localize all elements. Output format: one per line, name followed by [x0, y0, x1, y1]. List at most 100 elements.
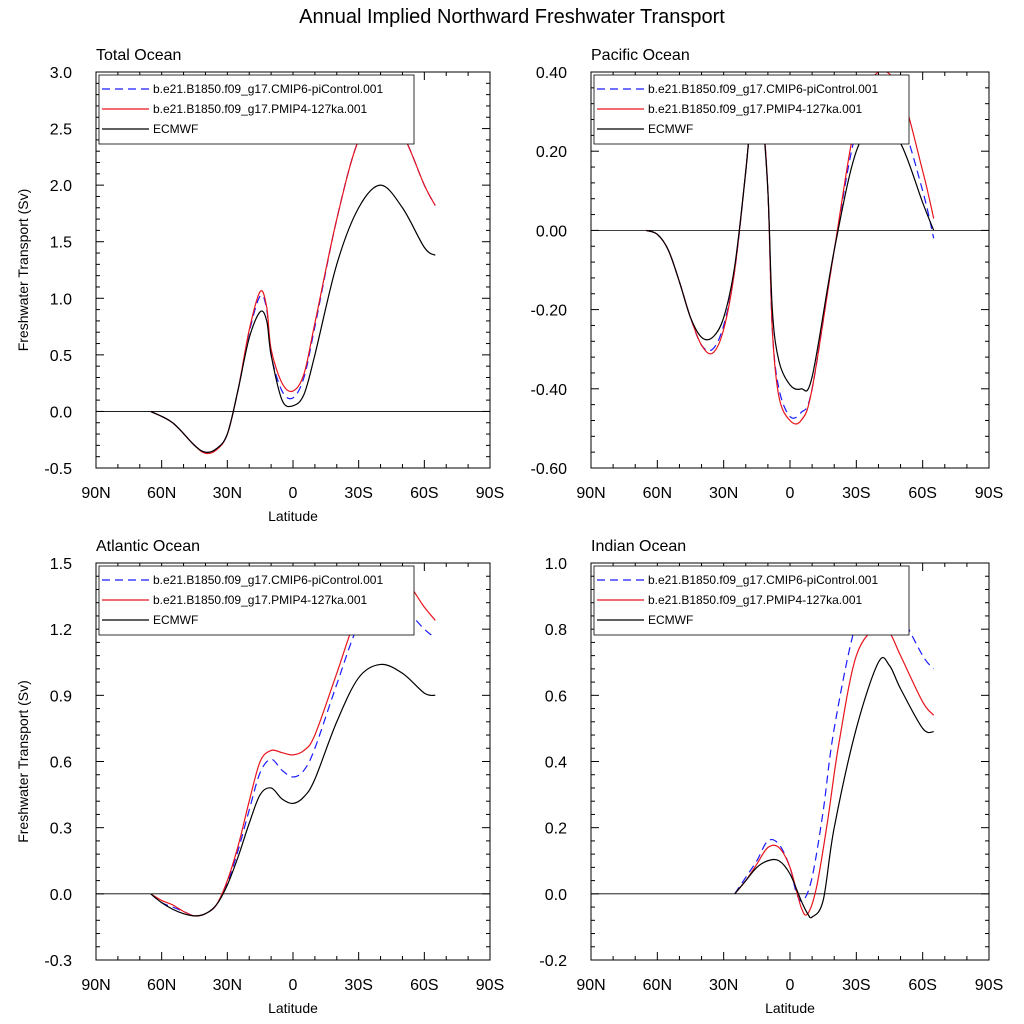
x-axis-label: Latitude	[268, 1000, 318, 1016]
plot-frame	[590, 562, 990, 961]
plot-frame	[95, 562, 491, 961]
y-tick-label: 0.0	[50, 887, 72, 904]
legend-label-0: b.e21.B1850.f09_g17.CMIP6-piControl.001	[153, 573, 383, 587]
legend-box	[98, 74, 415, 145]
y-tick-label: 2.0	[50, 178, 72, 195]
x-tick-label: 90S	[476, 485, 504, 502]
series-line-2	[150, 663, 436, 917]
x-tick-label: 30N	[213, 977, 242, 994]
x-tick-label: 60S	[410, 977, 438, 994]
y-tick-label: -0.3	[44, 953, 72, 970]
legend-label-0: b.e21.B1850.f09_g17.CMIP6-piControl.001	[648, 82, 878, 96]
chart-panel-1: 90N 60N 30N 0 30S 60S 90S -0.60 -0.40 -0.20 0.00 0.…	[531, 47, 1004, 502]
panel-title: Indian Ocean	[591, 538, 686, 555]
x-tick-label: 60S	[410, 485, 438, 502]
x-tick-label: 30S	[842, 977, 870, 994]
x-tick-label: 90S	[975, 977, 1003, 994]
legend-label-0: b.e21.B1850.f09_g17.CMIP6-piControl.001	[153, 82, 383, 96]
y-tick-label: -0.40	[531, 382, 568, 399]
x-tick-label: 90S	[975, 485, 1003, 502]
x-tick-label: 30S	[842, 485, 870, 502]
legend: b.e21.B1850.f09_g17.CMIP6-piControl.001b…	[98, 74, 415, 145]
y-tick-label: -0.2	[539, 953, 567, 970]
legend-label-1: b.e21.B1850.f09_g17.PMIP4-127ka.001	[153, 102, 367, 116]
series-line-2	[150, 184, 436, 453]
legend: b.e21.B1850.f09_g17.CMIP6-piControl.001b…	[593, 74, 910, 145]
x-tick-label: 30S	[344, 977, 372, 994]
series-line-0	[150, 114, 436, 453]
plot-frame	[95, 71, 491, 469]
x-tick-label: 60N	[147, 485, 176, 502]
legend: b.e21.B1850.f09_g17.CMIP6-piControl.001b…	[593, 565, 910, 636]
y-axis-label: Freshwater Transport (Sv)	[15, 680, 31, 843]
figure-title: Annual Implied Northward Freshwater Tran…	[299, 6, 725, 28]
y-tick-label: 0.6	[545, 688, 567, 705]
panel-title: Total Ocean	[96, 47, 181, 64]
y-tick-label: 1.0	[50, 291, 72, 308]
y-tick-label: 0.3	[50, 821, 72, 838]
y-tick-label: 0.8	[545, 622, 567, 639]
x-tick-label: 90N	[576, 485, 605, 502]
legend-box	[593, 74, 910, 145]
legend-label-1: b.e21.B1850.f09_g17.PMIP4-127ka.001	[153, 593, 367, 607]
y-tick-label: -0.20	[531, 303, 568, 320]
legend-label-0: b.e21.B1850.f09_g17.CMIP6-piControl.001	[648, 573, 878, 587]
y-tick-label: 1.0	[545, 556, 567, 573]
y-tick-label: -0.60	[531, 461, 568, 478]
x-tick-label: 60N	[643, 977, 672, 994]
chart-panel-2: 90N 60N 30N 0 30S 60S 90S -0.3 0.0 0.3 0.6 0.9 1.2 1.…	[15, 538, 504, 1016]
legend-label-1: b.e21.B1850.f09_g17.PMIP4-127ka.001	[648, 102, 862, 116]
legend: b.e21.B1850.f09_g17.CMIP6-piControl.001b…	[98, 565, 415, 636]
chart-panel-3: 90N 60N 30N 0 30S 60S 90S -0.2 0.0 0.2 0.4 0.6 0.8 1.…	[539, 538, 1003, 1016]
x-tick-label: 90S	[476, 977, 504, 994]
y-tick-label: 0.40	[536, 65, 567, 82]
series-line-0	[150, 599, 436, 917]
y-tick-label: 0.20	[536, 144, 567, 161]
x-tick-label: 30N	[709, 977, 738, 994]
y-tick-label: 0.6	[50, 755, 72, 772]
y-tick-label: 3.0	[50, 65, 72, 82]
y-axis-label: Freshwater Transport (Sv)	[15, 189, 31, 352]
panel-title: Pacific Ocean	[591, 47, 690, 64]
series-line-1	[734, 623, 935, 916]
x-tick-label: 30N	[709, 485, 738, 502]
y-tick-label: 0.0	[50, 404, 72, 421]
y-tick-label: 1.5	[50, 556, 72, 573]
y-tick-label: 0.9	[50, 688, 72, 705]
plot-frame	[590, 71, 990, 469]
panel-title: Atlantic Ocean	[96, 538, 200, 555]
y-tick-label: 1.5	[50, 235, 72, 252]
y-tick-label: 0.5	[50, 348, 72, 365]
x-tick-label: 0	[786, 977, 795, 994]
y-tick-label: 0.2	[545, 821, 567, 838]
x-axis-label: Latitude	[765, 1000, 815, 1016]
legend-label-2: ECMWF	[153, 613, 198, 627]
y-tick-label: -0.5	[44, 461, 72, 478]
y-tick-label: 0.00	[536, 223, 567, 240]
y-tick-label: 1.2	[50, 622, 72, 639]
legend-label-2: ECMWF	[648, 122, 693, 136]
x-tick-label: 30S	[344, 485, 372, 502]
x-tick-label: 60N	[643, 485, 672, 502]
y-tick-label: 0.0	[545, 887, 567, 904]
y-tick-label: 2.5	[50, 122, 72, 139]
x-tick-label: 0	[289, 485, 298, 502]
x-tick-label: 90N	[81, 485, 110, 502]
x-tick-label: 0	[786, 485, 795, 502]
chart-panel-0: 90N 60N 30N 0 30S 60S 90S -0.5 0.0 0.5 1.0 1.5 2.0 2.…	[15, 47, 504, 524]
series-line-1	[150, 114, 436, 455]
legend-label-2: ECMWF	[648, 613, 693, 627]
x-tick-label: 90N	[81, 977, 110, 994]
x-tick-label: 60N	[147, 977, 176, 994]
x-tick-label: 90N	[576, 977, 605, 994]
legend-label-1: b.e21.B1850.f09_g17.PMIP4-127ka.001	[648, 593, 862, 607]
x-tick-label: 30N	[213, 485, 242, 502]
legend-label-2: ECMWF	[153, 122, 198, 136]
y-tick-label: 0.4	[545, 755, 567, 772]
series-line-2	[734, 656, 934, 919]
x-axis-label: Latitude	[268, 508, 318, 524]
x-tick-label: 0	[289, 977, 298, 994]
legend-box	[98, 565, 415, 636]
x-tick-label: 60S	[908, 485, 936, 502]
